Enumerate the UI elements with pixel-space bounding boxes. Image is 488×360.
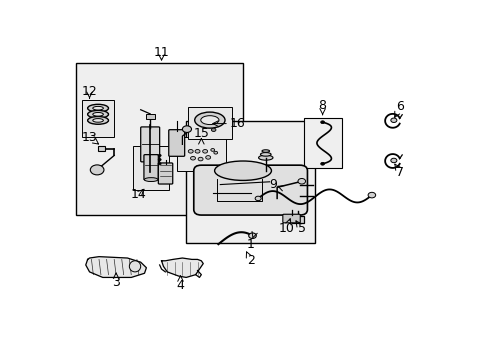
- Text: 16: 16: [229, 117, 244, 130]
- Text: 15: 15: [193, 127, 209, 140]
- Text: 8: 8: [318, 99, 326, 112]
- Bar: [186, 121, 314, 243]
- Circle shape: [211, 128, 216, 131]
- Ellipse shape: [194, 112, 224, 128]
- Text: 1: 1: [246, 238, 254, 251]
- Bar: [176, 138, 225, 171]
- Ellipse shape: [260, 153, 270, 156]
- Ellipse shape: [87, 111, 108, 118]
- Circle shape: [158, 163, 161, 165]
- Ellipse shape: [87, 117, 108, 124]
- FancyBboxPatch shape: [193, 165, 307, 215]
- Text: 12: 12: [81, 85, 97, 98]
- Text: 13: 13: [81, 131, 97, 144]
- Text: 9: 9: [269, 178, 277, 191]
- Text: 14: 14: [131, 188, 146, 201]
- Circle shape: [158, 154, 161, 157]
- Text: 7: 7: [395, 166, 404, 179]
- Ellipse shape: [93, 107, 103, 110]
- Bar: [303, 118, 341, 168]
- Ellipse shape: [129, 261, 141, 272]
- Circle shape: [390, 118, 396, 122]
- Bar: [291, 216, 304, 222]
- Circle shape: [188, 149, 193, 153]
- Circle shape: [367, 192, 375, 198]
- FancyBboxPatch shape: [141, 127, 159, 162]
- FancyBboxPatch shape: [168, 130, 184, 156]
- Circle shape: [213, 151, 217, 154]
- Ellipse shape: [93, 112, 103, 116]
- Bar: [188, 107, 231, 139]
- Circle shape: [210, 149, 214, 151]
- Circle shape: [158, 158, 161, 161]
- Text: 4: 4: [176, 279, 184, 292]
- Ellipse shape: [93, 118, 103, 122]
- Circle shape: [390, 158, 396, 163]
- Circle shape: [202, 149, 207, 153]
- Ellipse shape: [144, 177, 158, 181]
- Ellipse shape: [87, 104, 108, 112]
- Bar: [145, 114, 154, 120]
- Circle shape: [255, 196, 261, 201]
- Text: 11: 11: [153, 46, 169, 59]
- Ellipse shape: [262, 150, 269, 152]
- Text: 3: 3: [112, 276, 120, 289]
- Ellipse shape: [201, 116, 219, 125]
- Bar: [98, 146, 105, 151]
- Circle shape: [182, 126, 191, 132]
- Circle shape: [198, 157, 203, 161]
- Circle shape: [205, 156, 210, 159]
- Circle shape: [297, 179, 305, 184]
- Ellipse shape: [214, 161, 271, 180]
- Text: 2: 2: [246, 254, 254, 267]
- Circle shape: [90, 165, 104, 175]
- FancyBboxPatch shape: [282, 214, 300, 223]
- Bar: [82, 100, 114, 138]
- Circle shape: [248, 233, 256, 239]
- Circle shape: [320, 121, 324, 123]
- Polygon shape: [161, 258, 203, 278]
- Ellipse shape: [258, 155, 272, 160]
- Circle shape: [190, 157, 195, 160]
- Text: 6: 6: [396, 100, 404, 113]
- Circle shape: [195, 149, 200, 153]
- FancyBboxPatch shape: [143, 155, 158, 180]
- Polygon shape: [85, 257, 146, 278]
- FancyBboxPatch shape: [158, 163, 172, 184]
- Text: 10: 10: [278, 222, 294, 235]
- Bar: [76, 63, 243, 215]
- Circle shape: [320, 162, 324, 165]
- Bar: [133, 146, 169, 190]
- Text: 5: 5: [297, 222, 305, 235]
